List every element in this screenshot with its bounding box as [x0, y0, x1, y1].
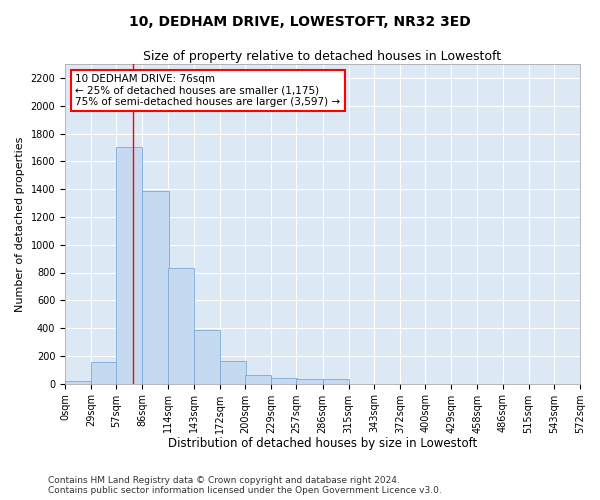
Bar [142, 190, 169, 384]
Bar [296, 380, 323, 384]
Bar [91, 362, 117, 384]
X-axis label: Distribution of detached houses by size in Lowestoft: Distribution of detached houses by size … [168, 437, 477, 450]
Text: 10, DEDHAM DRIVE, LOWESTOFT, NR32 3ED: 10, DEDHAM DRIVE, LOWESTOFT, NR32 3ED [129, 15, 471, 29]
Bar [116, 148, 142, 384]
Bar [323, 380, 349, 384]
Bar [65, 381, 91, 384]
Y-axis label: Number of detached properties: Number of detached properties [15, 136, 25, 312]
Bar [167, 268, 194, 384]
Bar [245, 374, 271, 384]
Text: Contains HM Land Registry data © Crown copyright and database right 2024.
Contai: Contains HM Land Registry data © Crown c… [48, 476, 442, 495]
Bar [271, 378, 298, 384]
Title: Size of property relative to detached houses in Lowestoft: Size of property relative to detached ho… [143, 50, 502, 63]
Bar [220, 360, 246, 384]
Bar [194, 330, 220, 384]
Text: 10 DEDHAM DRIVE: 76sqm
← 25% of detached houses are smaller (1,175)
75% of semi-: 10 DEDHAM DRIVE: 76sqm ← 25% of detached… [76, 74, 340, 107]
